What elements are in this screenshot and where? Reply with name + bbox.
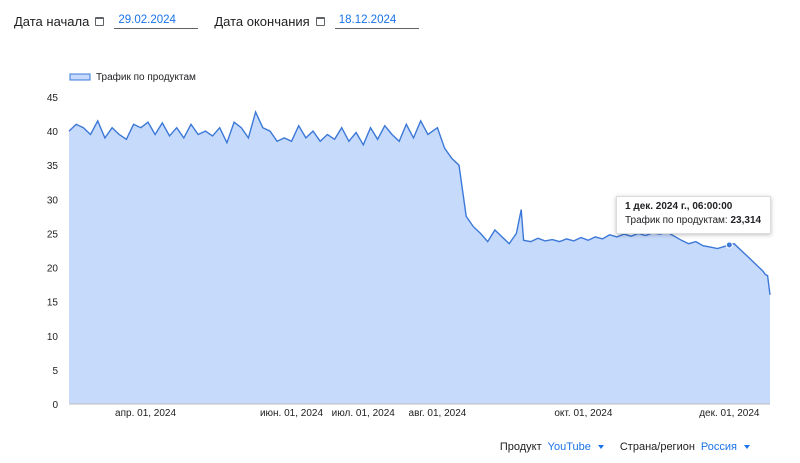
chevron-down-icon[interactable] bbox=[597, 445, 604, 449]
chart-tooltip: 1 дек. 2024 г., 06:00:00 Трафик по проду… bbox=[616, 196, 771, 234]
end-date-label: Дата окончания bbox=[214, 13, 310, 29]
x-tick-label: апр. 01, 2024 bbox=[115, 408, 176, 419]
tooltip-label: Трафик по продуктам: bbox=[625, 215, 728, 226]
x-tick-label: дек. 01, 2024 bbox=[699, 408, 760, 419]
calendar-icon[interactable] bbox=[95, 16, 105, 26]
calendar-icon[interactable] bbox=[315, 16, 325, 26]
y-tick-label: 25 bbox=[47, 229, 59, 240]
highlight-point[interactable] bbox=[725, 241, 733, 249]
tooltip-body: Трафик по продуктам: 23,314 bbox=[625, 215, 762, 226]
product-label: Продукт bbox=[499, 441, 542, 453]
area-fill bbox=[69, 112, 770, 404]
chevron-down-icon[interactable] bbox=[744, 445, 750, 449]
start-date-label: Дата начала bbox=[14, 13, 90, 29]
legend-swatch bbox=[69, 73, 91, 81]
y-tick-label: 15 bbox=[47, 298, 59, 309]
y-tick-label: 10 bbox=[47, 332, 59, 343]
product-dropdown[interactable]: YouTube bbox=[547, 441, 591, 453]
x-tick-label: июн. 01, 2024 bbox=[260, 408, 324, 419]
tooltip-title: 1 дек. 2024 г., 06:00:00 bbox=[625, 201, 733, 212]
y-tick-label: 20 bbox=[47, 264, 59, 275]
y-tick-label: 45 bbox=[47, 93, 59, 104]
x-tick-label: окт. 01, 2024 bbox=[554, 408, 612, 419]
country-label: Страна/регион bbox=[619, 441, 695, 453]
chart-legend: Трафик по продуктам bbox=[69, 71, 196, 83]
y-tick-label: 30 bbox=[47, 195, 59, 206]
y-tick-label: 5 bbox=[52, 366, 58, 377]
y-tick-label: 35 bbox=[47, 161, 59, 172]
x-tick-label: июл. 01, 2024 bbox=[332, 408, 396, 419]
date-range-filter: Дата начала 29.02.2024 Дата окончания 18… bbox=[14, 12, 435, 30]
start-date-input[interactable]: 29.02.2024 bbox=[114, 14, 199, 29]
y-tick-label: 40 bbox=[47, 127, 59, 138]
legend-label: Трафик по продуктам bbox=[96, 71, 196, 83]
end-date-input[interactable]: 18.12.2024 bbox=[334, 14, 419, 29]
y-tick-label: 0 bbox=[52, 400, 58, 411]
tooltip-value: 23,314 bbox=[730, 215, 762, 226]
x-tick-label: авг. 01, 2024 bbox=[409, 408, 467, 419]
bottom-filters: Продукт YouTube Страна/регион Россия bbox=[500, 441, 766, 453]
country-dropdown[interactable]: Россия bbox=[700, 441, 737, 453]
